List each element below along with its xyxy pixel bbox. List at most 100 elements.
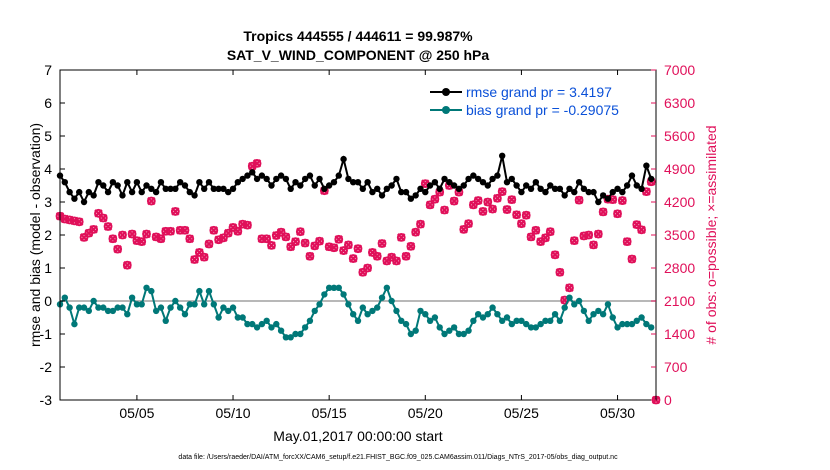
rmse-point: [128, 188, 136, 196]
legend: rmse grand pr = 3.4197 bias grand pr = -…: [430, 84, 619, 118]
obs-assimilated-point: [627, 254, 637, 264]
obs-assimilated-point: [440, 205, 449, 215]
rmse-point: [306, 172, 314, 179]
obs-possible-point: [190, 255, 199, 264]
obs-possible-point: [377, 239, 387, 248]
obs-assimilated-point: [151, 232, 161, 242]
bias-point: [119, 304, 126, 311]
rmse-point: [301, 175, 309, 183]
rmse-point: [575, 179, 583, 186]
obs-possible-point: [411, 227, 421, 237]
obs-assimilated-point: [248, 161, 257, 171]
bias-point: [306, 317, 314, 324]
y-tick-label: -1: [40, 326, 53, 342]
rmse-point: [297, 182, 304, 189]
obs-possible-point: [473, 196, 483, 205]
obs-assimilated-point: [171, 207, 180, 216]
rmse-point: [359, 185, 367, 192]
rmse-point: [100, 182, 107, 189]
bias-point: [484, 311, 491, 318]
bias-point: [176, 304, 184, 311]
rmse-point: [186, 188, 193, 196]
obs-assimilated-point: [185, 234, 194, 243]
rmse-point: [162, 185, 169, 192]
rmse-point: [196, 179, 203, 186]
bias-point: [229, 304, 237, 311]
bias-point: [431, 314, 439, 321]
rmse-point: [90, 192, 97, 199]
y2-tick-label: 1400: [664, 326, 695, 342]
bias-point: [460, 330, 467, 338]
bias-point: [85, 307, 93, 315]
bias-point: [388, 297, 395, 305]
x-tick-label: 05/05: [119, 405, 154, 421]
obs-assimilated-point: [252, 159, 262, 168]
obs-possible-point: [98, 213, 108, 223]
obs-assimilated-point: [166, 227, 175, 236]
obs-assimilated-point: [180, 226, 190, 235]
obs-assimilated-point: [574, 195, 584, 205]
obs-possible-point: [627, 254, 637, 264]
data-file-footer: data file: /Users/raeder/DAI/ATM_forcXX/…: [178, 454, 618, 461]
bias-point: [244, 320, 251, 328]
bias-point: [551, 311, 559, 318]
rmse-point: [614, 185, 621, 192]
rmse-point: [225, 188, 232, 196]
rmse-point: [412, 192, 419, 199]
bias-point: [580, 307, 588, 315]
bias-point: [623, 320, 631, 328]
y2-axis-label: # of obs: o=possible; ×=assimilated: [703, 125, 719, 344]
bias-point: [157, 304, 165, 311]
obs-possible-point: [449, 196, 459, 206]
obs-possible-point: [598, 207, 608, 217]
rmse-point: [263, 175, 270, 183]
right-axis: 0 700 1400 2100 2800 3500 4200 4900 5600 6300 7000: [651, 62, 695, 408]
obs-possible-point: [353, 244, 363, 254]
bias-point: [138, 301, 145, 308]
bias-point: [205, 287, 213, 295]
obs-assimilated-point: [305, 252, 315, 261]
bias-point: [124, 311, 131, 318]
bias-point: [571, 301, 578, 308]
rmse-point: [604, 195, 612, 202]
rmse-point: [628, 172, 636, 179]
rmse-point: [619, 188, 626, 196]
bias-point: [547, 317, 554, 324]
rmse-point: [71, 195, 78, 202]
obs-possible-point: [108, 234, 118, 244]
y-tick-label: 5: [44, 128, 52, 144]
obs-assimilated-point: [118, 230, 127, 240]
obs-assimilated-point: [488, 204, 497, 214]
bias-point: [321, 291, 328, 298]
rmse-point: [402, 188, 410, 196]
obs-possible-point: [194, 248, 204, 257]
obs-possible-point: [502, 205, 512, 214]
obs-assimilated-point: [108, 234, 118, 243]
obs-assimilated-point: [498, 187, 507, 196]
bias-point: [609, 314, 616, 321]
rmse-point: [114, 182, 121, 189]
bias-point: [599, 311, 607, 318]
bias-point: [330, 284, 338, 291]
bias-point: [128, 294, 136, 301]
bias-point: [66, 304, 73, 311]
rmse-point: [484, 182, 491, 189]
legend-rmse-marker: [442, 88, 450, 96]
bias-point: [455, 330, 463, 338]
bias-point: [273, 320, 280, 328]
obs-assimilated-point: [281, 232, 291, 242]
rmse-point: [143, 182, 150, 189]
bias-point: [479, 314, 487, 321]
rmse-point: [345, 175, 352, 183]
bias-point: [148, 287, 155, 295]
bias-point: [172, 297, 179, 305]
obs-assimilated-point: [589, 240, 598, 250]
obs-possible-point: [286, 242, 296, 252]
obs-assimilated-point: [411, 227, 420, 237]
y2-tick-label: 7000: [664, 62, 695, 78]
obs-assimilated-point: [483, 197, 492, 207]
obs-assimilated-point: [75, 217, 84, 226]
bias-point: [359, 304, 367, 311]
bias-point: [604, 301, 612, 308]
obs-possible-point: [425, 200, 435, 210]
